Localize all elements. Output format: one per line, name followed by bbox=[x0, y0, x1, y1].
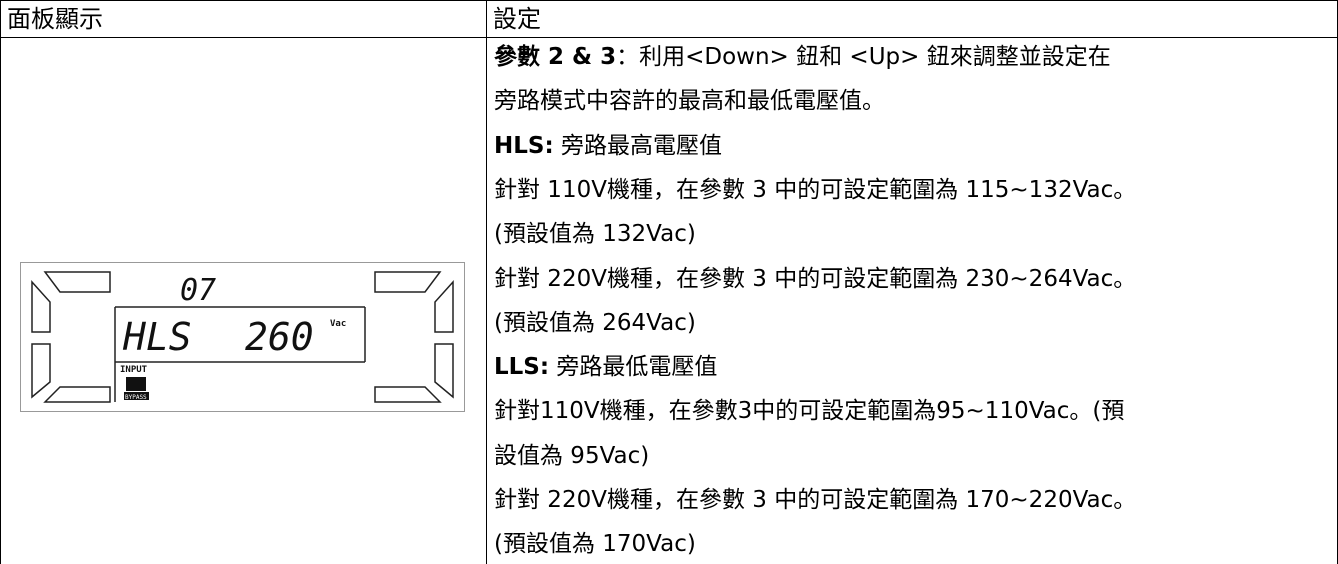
text-run: 旁路最高電壓值 bbox=[553, 132, 722, 159]
text-line: 針對 110V機種，在參數 3 中的可設定範圍為 115~132Vac。 bbox=[494, 175, 1136, 205]
lcd-unit: Vac bbox=[330, 319, 346, 329]
text-line: 參數 2 & 3：利用<Down> 鈕和 <Up> 鈕來調整並設定在 bbox=[494, 42, 1111, 72]
lcd-value: 260 bbox=[245, 315, 314, 359]
text-run: 旁路最低電壓值 bbox=[549, 354, 718, 381]
text-run: 設值為 95Vac) bbox=[494, 442, 650, 469]
text-line: HLS: 旁路最高電壓值 bbox=[494, 131, 722, 161]
lcd-input: INPUT bbox=[120, 365, 148, 375]
text-line: 針對 220V機種，在參數 3 中的可設定範圍為 170~220Vac。 bbox=[494, 485, 1136, 515]
text-run: ：利用<Down> 鈕和 <Up> 鈕來調整並設定在 bbox=[616, 44, 1111, 70]
text-run: 針對 110V機種，在參數 3 中的可設定範圍為 115~132Vac。 bbox=[494, 176, 1137, 203]
bypass-icon bbox=[126, 377, 146, 391]
text-line: 針對110V機種，在參數3中的可設定範圍為95~110Vac。(預 bbox=[494, 396, 1124, 426]
header: 設定 bbox=[493, 5, 541, 33]
lcd-param: 07 bbox=[180, 273, 216, 308]
text-run: 針對 220V機種，在參數 3 中的可設定範圍為 230~264Vac。 bbox=[494, 265, 1137, 292]
text-line: (預設值為 132Vac) bbox=[494, 219, 696, 249]
text-line: LLS: 旁路最低電壓值 bbox=[494, 352, 717, 382]
text-run: 針對 220V機種，在參數 3 中的可設定範圍為 170~220Vac。 bbox=[494, 487, 1137, 513]
lcd-segments bbox=[31, 271, 454, 403]
text-run: 旁路模式中容許的最高和最低電壓值。 bbox=[494, 88, 885, 115]
text-run: 針對110V機種，在參數3中的可設定範圍為95~110Vac。(預 bbox=[494, 398, 1125, 425]
text-line: 旁路模式中容許的最高和最低電壓值。 bbox=[494, 86, 885, 116]
lcd-display: 07 HLS 260 Vac INPUT BYPASS bbox=[20, 262, 465, 412]
text-line: 針對 220V機種，在參數 3 中的可設定範圍為 230~264Vac。 bbox=[494, 264, 1136, 294]
text-line: (預設值為 170Vac) bbox=[494, 529, 696, 559]
text-run: (預設值為 132Vac) bbox=[494, 221, 696, 248]
text-run: LLS: bbox=[494, 354, 550, 381]
lcd-bypass: BYPASS bbox=[125, 394, 147, 401]
text-run: (預設值為 264Vac) bbox=[494, 309, 696, 336]
text-run: 參數 2 & 3 bbox=[494, 44, 617, 70]
text-line: (預設值為 264Vac) bbox=[494, 308, 696, 338]
text-run: HLS: bbox=[494, 132, 554, 159]
lcd-frame bbox=[20, 262, 465, 412]
bypass-bar bbox=[124, 392, 149, 400]
header-cell: 設定 bbox=[486, 0, 1338, 38]
header-cell: 面板顯示 bbox=[0, 0, 487, 38]
header: 面板顯示 bbox=[7, 5, 103, 33]
text-run: (預設值為 170Vac) bbox=[494, 531, 696, 558]
text-line: 設值為 95Vac) bbox=[494, 441, 649, 471]
lcd-mode: HLS bbox=[122, 315, 192, 359]
